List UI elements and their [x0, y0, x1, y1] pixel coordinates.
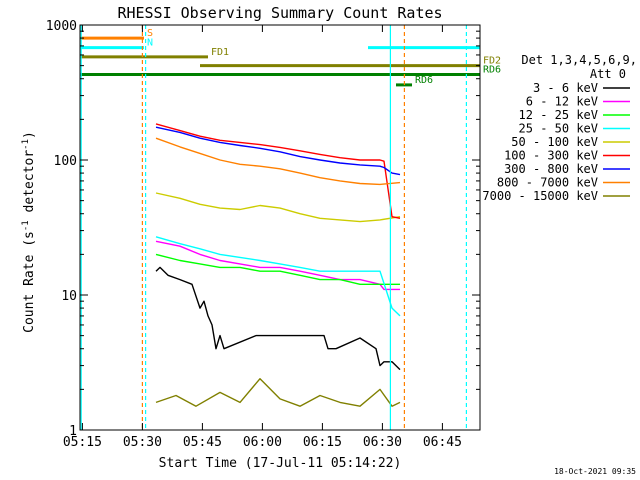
y-tick-label-0: 1	[69, 424, 77, 439]
y-axis-label-end: )	[22, 131, 37, 139]
x-tick-label-5: 06:30	[363, 435, 402, 450]
x-tick-label-4: 06:15	[303, 435, 342, 450]
legend-label-7: 800 - 7000 keV	[497, 176, 598, 190]
flag-label-0: S	[147, 28, 153, 39]
series-line-8	[155, 378, 401, 407]
flag-label-3: FD2	[483, 56, 501, 67]
y-tick-label-1: 10	[61, 289, 77, 304]
y-axis-label-mid: detector	[22, 150, 37, 221]
chart-title: RHESSI Observing Summary Count Rates	[117, 4, 442, 22]
vlines-layer	[80, 25, 467, 430]
flag-label-2: FD1	[211, 47, 229, 58]
series-line-3	[155, 236, 401, 317]
y-tick-label-3: 1000	[46, 19, 77, 34]
y-axis-label-sup2: -1	[21, 139, 31, 150]
series-layer	[155, 123, 401, 407]
legend-label-0: 3 - 6 keV	[533, 81, 598, 95]
legend-label-6: 300 - 800 keV	[504, 162, 598, 176]
x-tick-label-1: 05:30	[123, 435, 162, 450]
legend-label-5: 100 - 300 keV	[504, 149, 598, 163]
legend-label-4: 50 - 100 keV	[511, 135, 598, 149]
x-axis: 05:15 05:30 05:45 06:00 06:15 06:30 06:45	[63, 25, 462, 450]
series-line-6	[155, 126, 401, 176]
legend-label-3: 25 - 50 keV	[519, 122, 598, 136]
series-line-5	[155, 123, 401, 219]
series-line-0	[155, 266, 401, 371]
y-axis: 1 10 100 1000	[46, 19, 480, 439]
y-axis-label-main: Count Rate (s	[22, 231, 37, 333]
series-line-7	[155, 137, 401, 186]
legend-label-1: 6 - 12 keV	[526, 95, 598, 109]
series-line-2	[155, 253, 400, 285]
y-axis-label-sup1: -1	[21, 220, 31, 231]
legend-label-2: 12 - 25 keV	[519, 108, 598, 122]
x-tick-label-6: 06:45	[423, 435, 462, 450]
flag-label-5: RD6	[483, 64, 501, 75]
x-tick-label-0: 05:15	[63, 435, 102, 450]
flag-label-1: N	[147, 38, 153, 49]
footer-timestamp: 18-Oct-2021 09:35	[554, 467, 636, 476]
x-axis-label: Start Time (17-Jul-11 05:14:22)	[159, 456, 402, 471]
plot-frame	[79, 24, 481, 431]
legend-title-line1: Det 1,3,4,5,6,9,	[521, 53, 637, 67]
legend-title-line2: Att 0	[590, 67, 626, 81]
y-tick-label-2: 100	[54, 154, 77, 169]
legend-label-8: 7000 - 15000 keV	[482, 189, 598, 203]
series-line-4	[155, 192, 401, 223]
x-tick-label-2: 05:45	[183, 435, 222, 450]
y-axis-label: Count Rate (s-1 detector-1)	[21, 131, 37, 333]
x-tick-label-3: 06:00	[243, 435, 282, 450]
series-line-1	[155, 240, 400, 291]
flag-label-6: RD6	[415, 75, 433, 86]
